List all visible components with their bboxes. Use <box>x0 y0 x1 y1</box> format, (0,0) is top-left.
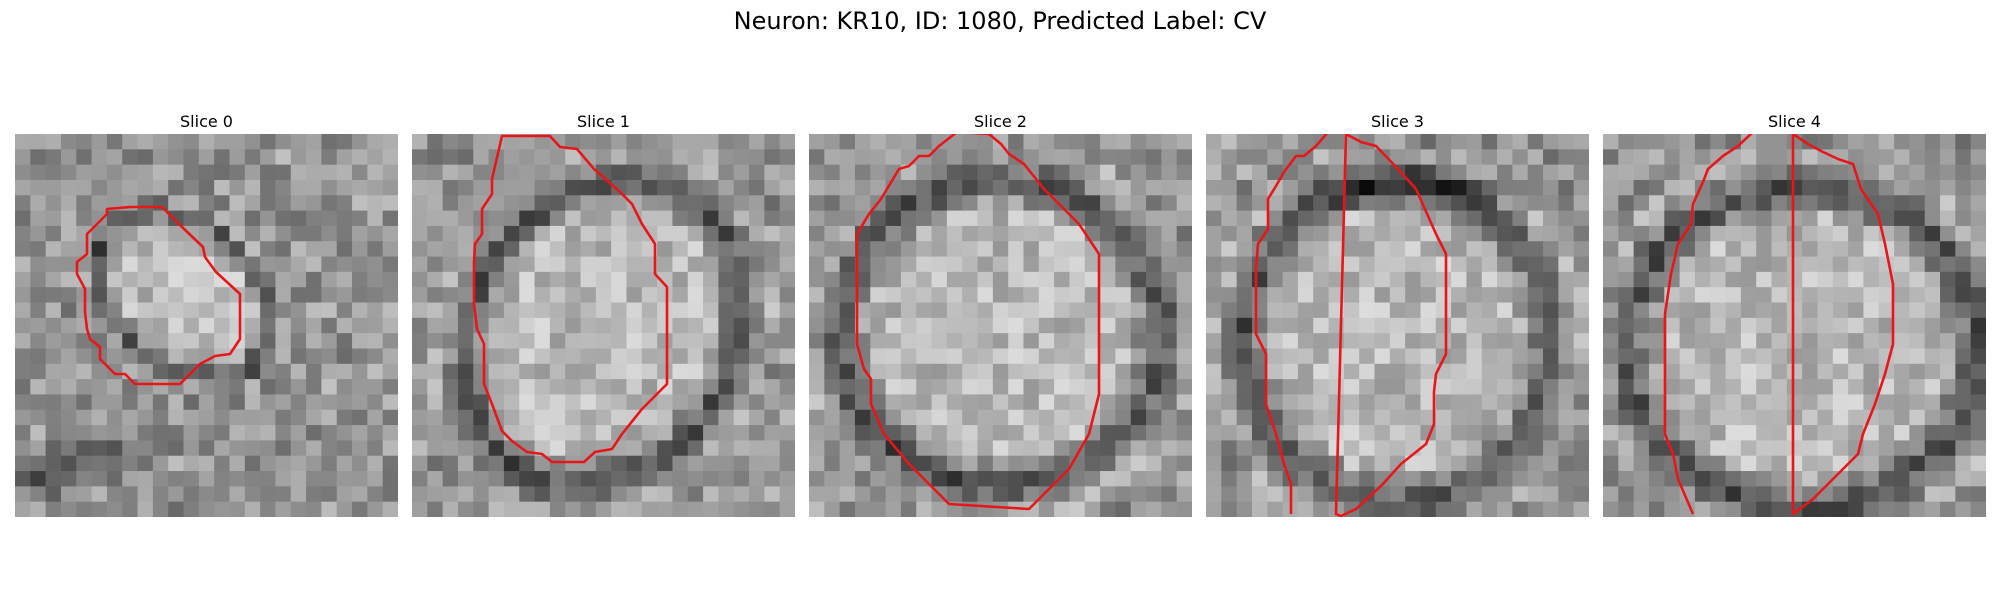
pixel-grid <box>809 134 1192 517</box>
pixel-grid <box>1206 134 1589 517</box>
pixel-grid <box>15 134 398 517</box>
pixel-grid <box>1603 134 1986 517</box>
neuron-contour <box>1663 134 1895 516</box>
figure-title: Neuron: KR10, ID: 1080, Predicted Label:… <box>733 7 1267 35</box>
slice-panel-3: Slice 3 <box>1206 110 1589 517</box>
slice-title: Slice 2 <box>974 112 1027 131</box>
slice-panel-4: Slice 4 <box>1603 110 1986 517</box>
pixel-grid <box>412 134 795 517</box>
slice-image-3 <box>1206 134 1589 517</box>
slice-image-1 <box>412 134 795 517</box>
slice-panel-2: Slice 2 <box>809 110 1192 517</box>
slice-image-0 <box>15 134 398 517</box>
slice-panel-0: Slice 0 <box>15 110 398 517</box>
slice-panel-1: Slice 1 <box>412 110 795 517</box>
neuron-contour <box>472 134 669 464</box>
neuron-contour <box>1254 134 1448 517</box>
slice-title: Slice 0 <box>180 112 233 131</box>
slice-image-4 <box>1603 134 1986 517</box>
slice-image-2 <box>809 134 1192 517</box>
slice-title: Slice 4 <box>1768 112 1821 131</box>
slice-title: Slice 1 <box>577 112 630 131</box>
neuron-contour <box>855 134 1101 511</box>
neuron-contour <box>75 205 242 386</box>
slice-title: Slice 3 <box>1371 112 1424 131</box>
